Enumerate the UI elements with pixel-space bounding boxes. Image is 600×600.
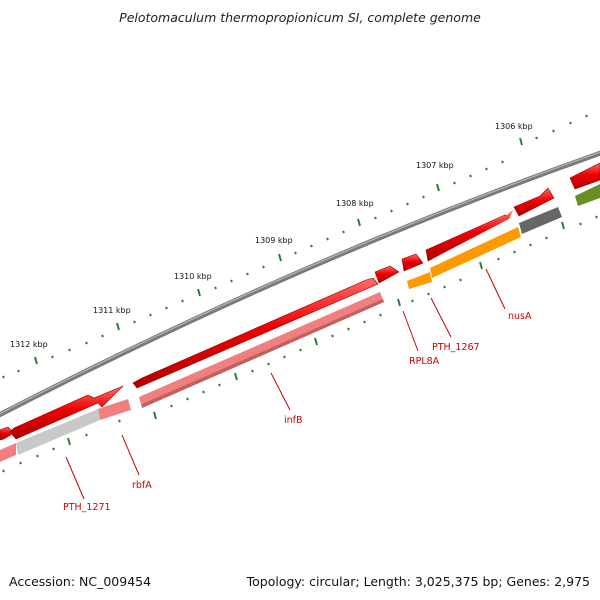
gene-label-infB[interactable]: infB xyxy=(284,415,303,426)
topology-text: Topology: circular; Length: 3,025,375 bp… xyxy=(246,574,590,589)
feature-segment-olive[interactable] xyxy=(575,184,600,206)
scale-label-1309: 1309 kbp xyxy=(255,236,293,245)
genome-backbone-highlight xyxy=(0,151,600,415)
gene-label-PTH_1271[interactable]: PTH_1271 xyxy=(63,502,111,513)
gene-label-PTH_1267[interactable]: PTH_1267 xyxy=(432,342,480,353)
leader-lines xyxy=(65,268,506,500)
genome-backbone xyxy=(0,150,600,418)
feature-track xyxy=(0,184,600,462)
scale-label-1307: 1307 kbp xyxy=(416,161,454,170)
feature-segment-orange-small[interactable] xyxy=(407,272,432,289)
scale-label-1310: 1310 kbp xyxy=(174,272,212,281)
feature-segment-grey-left[interactable] xyxy=(0,443,16,462)
cds-track-forward xyxy=(0,162,600,441)
scale-label-1308: 1308 kbp xyxy=(336,199,374,208)
cds-arrow[interactable] xyxy=(9,385,124,440)
accession-text: Accession: NC_009454 xyxy=(9,574,152,589)
feature-segment-dark[interactable] xyxy=(519,207,562,234)
cds-arrow[interactable] xyxy=(374,265,400,284)
scale-label-1306: 1306 kbp xyxy=(495,122,533,131)
cds-arrow[interactable] xyxy=(401,253,424,272)
cds-arrow[interactable] xyxy=(426,210,513,260)
gene-label-rbfA[interactable]: rbfA xyxy=(132,480,152,491)
inner-ticks xyxy=(2,215,598,473)
cds-arrow[interactable] xyxy=(132,277,379,389)
feature-segment-pink[interactable] xyxy=(98,399,131,420)
map-title: Pelotomaculum thermopropionicum SI, comp… xyxy=(119,10,481,25)
feature-segment-orange[interactable] xyxy=(430,227,521,278)
scale-label-1311: 1311 kbp xyxy=(93,306,131,315)
feature-segment-grey[interactable] xyxy=(16,409,100,455)
scale-label-1312: 1312 kbp xyxy=(10,340,48,349)
gene-label-RPL8A[interactable]: RPL8A xyxy=(409,356,440,367)
cds-arrow[interactable] xyxy=(513,187,555,217)
scale-ticks xyxy=(2,114,588,379)
cds-arrow[interactable] xyxy=(0,426,15,441)
gene-label-nusA[interactable]: nusA xyxy=(508,311,532,322)
feature-segment-pink-shadow xyxy=(142,299,384,408)
cds-arrow[interactable] xyxy=(569,162,600,190)
